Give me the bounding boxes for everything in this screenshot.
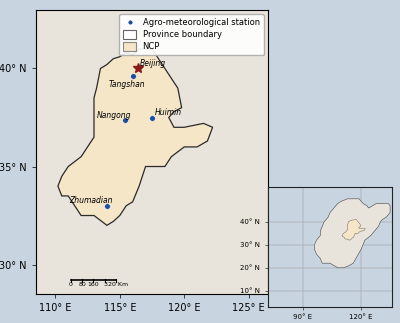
Text: Beijing: Beijing [140,59,166,68]
Polygon shape [58,49,212,225]
Polygon shape [30,10,274,304]
Text: Zhumadian: Zhumadian [70,196,113,205]
Legend: Agro-meteorological station, Province boundary, NCP: Agro-meteorological station, Province bo… [119,14,264,55]
Text: Huimin: Huimin [154,108,182,117]
Text: Tangshan: Tangshan [109,80,146,89]
Text: Nangong: Nangong [96,111,131,120]
Polygon shape [342,220,365,240]
Polygon shape [314,199,390,268]
Text: 0: 0 [69,282,73,287]
Text: 80: 80 [78,282,86,287]
Text: 320 Km: 320 Km [104,282,128,287]
Text: 160: 160 [88,282,99,287]
